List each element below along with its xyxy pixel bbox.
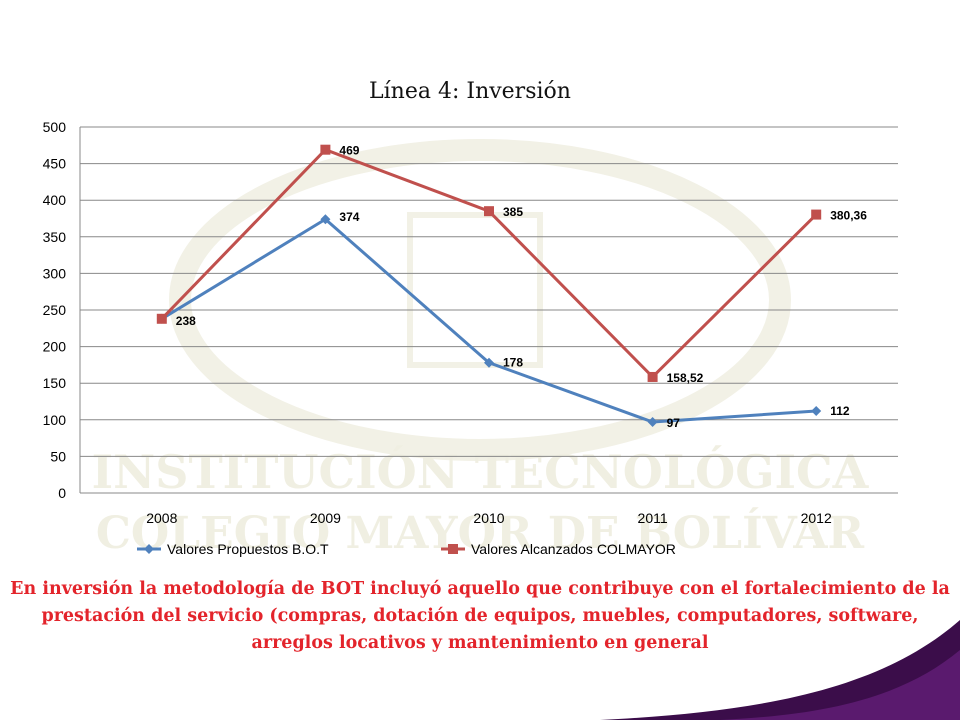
y-tick-label: 400 [43, 192, 67, 208]
x-tick-label: 2009 [310, 510, 341, 526]
series-layer [156, 144, 822, 427]
x-tick-label: 2012 [801, 510, 832, 526]
y-tick-label: 100 [43, 412, 67, 428]
y-tick-label: 450 [43, 156, 67, 172]
y-tick-label: 200 [43, 339, 67, 355]
legend-marker-diamond [144, 544, 154, 554]
point-marker-square [484, 206, 494, 217]
watermark-shield [407, 212, 543, 368]
y-tick-label: 500 [43, 119, 67, 135]
legend-label: Valores Propuestos B.O.T [167, 541, 329, 557]
chart-title: Línea 4: Inversión [369, 79, 571, 104]
axis-layer: 0 50 100 150 200 250 300 350 400 450 500 2008 2009 20… [43, 119, 832, 526]
grid-layer [80, 126, 898, 494]
y-tick-label: 150 [43, 375, 67, 391]
point-marker-square [811, 209, 822, 220]
legend-label: Valores Alcanzados COLMAYOR [471, 541, 676, 557]
data-label: 178 [503, 356, 523, 370]
data-label-layer: 374 178 97 112 238 469 385 158,52 380,36 [176, 144, 867, 430]
y-tick-label: 300 [43, 265, 67, 281]
y-tick-label: 50 [50, 448, 66, 464]
y-tick-label: 250 [43, 302, 67, 318]
data-label: 385 [503, 205, 523, 219]
legend: Valores Propuestos B.O.T Valores Alcanzad… [137, 541, 676, 557]
watermark-line2: COLEGIO MAYOR DE BOLÍVAR [96, 506, 865, 559]
data-label: 380,36 [830, 209, 867, 223]
point-marker-diamond [320, 214, 331, 225]
point-marker-diamond [647, 416, 658, 427]
point-marker-diamond [484, 357, 494, 368]
series-line-alcanzados [160, 148, 818, 379]
data-label: 112 [830, 404, 850, 418]
data-label: 374 [339, 210, 359, 224]
data-label: 97 [667, 416, 681, 430]
point-marker-diamond [811, 406, 822, 417]
caption-text: En inversión la metodología de BOT inclu… [10, 579, 950, 653]
data-label: 158,52 [667, 371, 704, 385]
x-tick-label: 2008 [146, 510, 177, 526]
x-tick-label: 2010 [473, 510, 504, 526]
y-tick-label: 350 [43, 229, 67, 245]
data-label: 238 [176, 314, 196, 328]
series-line-propuestos [161, 217, 817, 424]
y-tick-label: 0 [58, 485, 66, 501]
data-label: 469 [339, 144, 359, 158]
legend-marker-square [448, 544, 458, 554]
point-marker-square [320, 144, 331, 155]
x-tick-label: 2011 [638, 510, 668, 526]
point-marker-square [647, 371, 658, 382]
watermark-line1: INSTITUCIÓN TECNOLÓGICA [92, 444, 870, 499]
point-marker-square [156, 313, 167, 324]
